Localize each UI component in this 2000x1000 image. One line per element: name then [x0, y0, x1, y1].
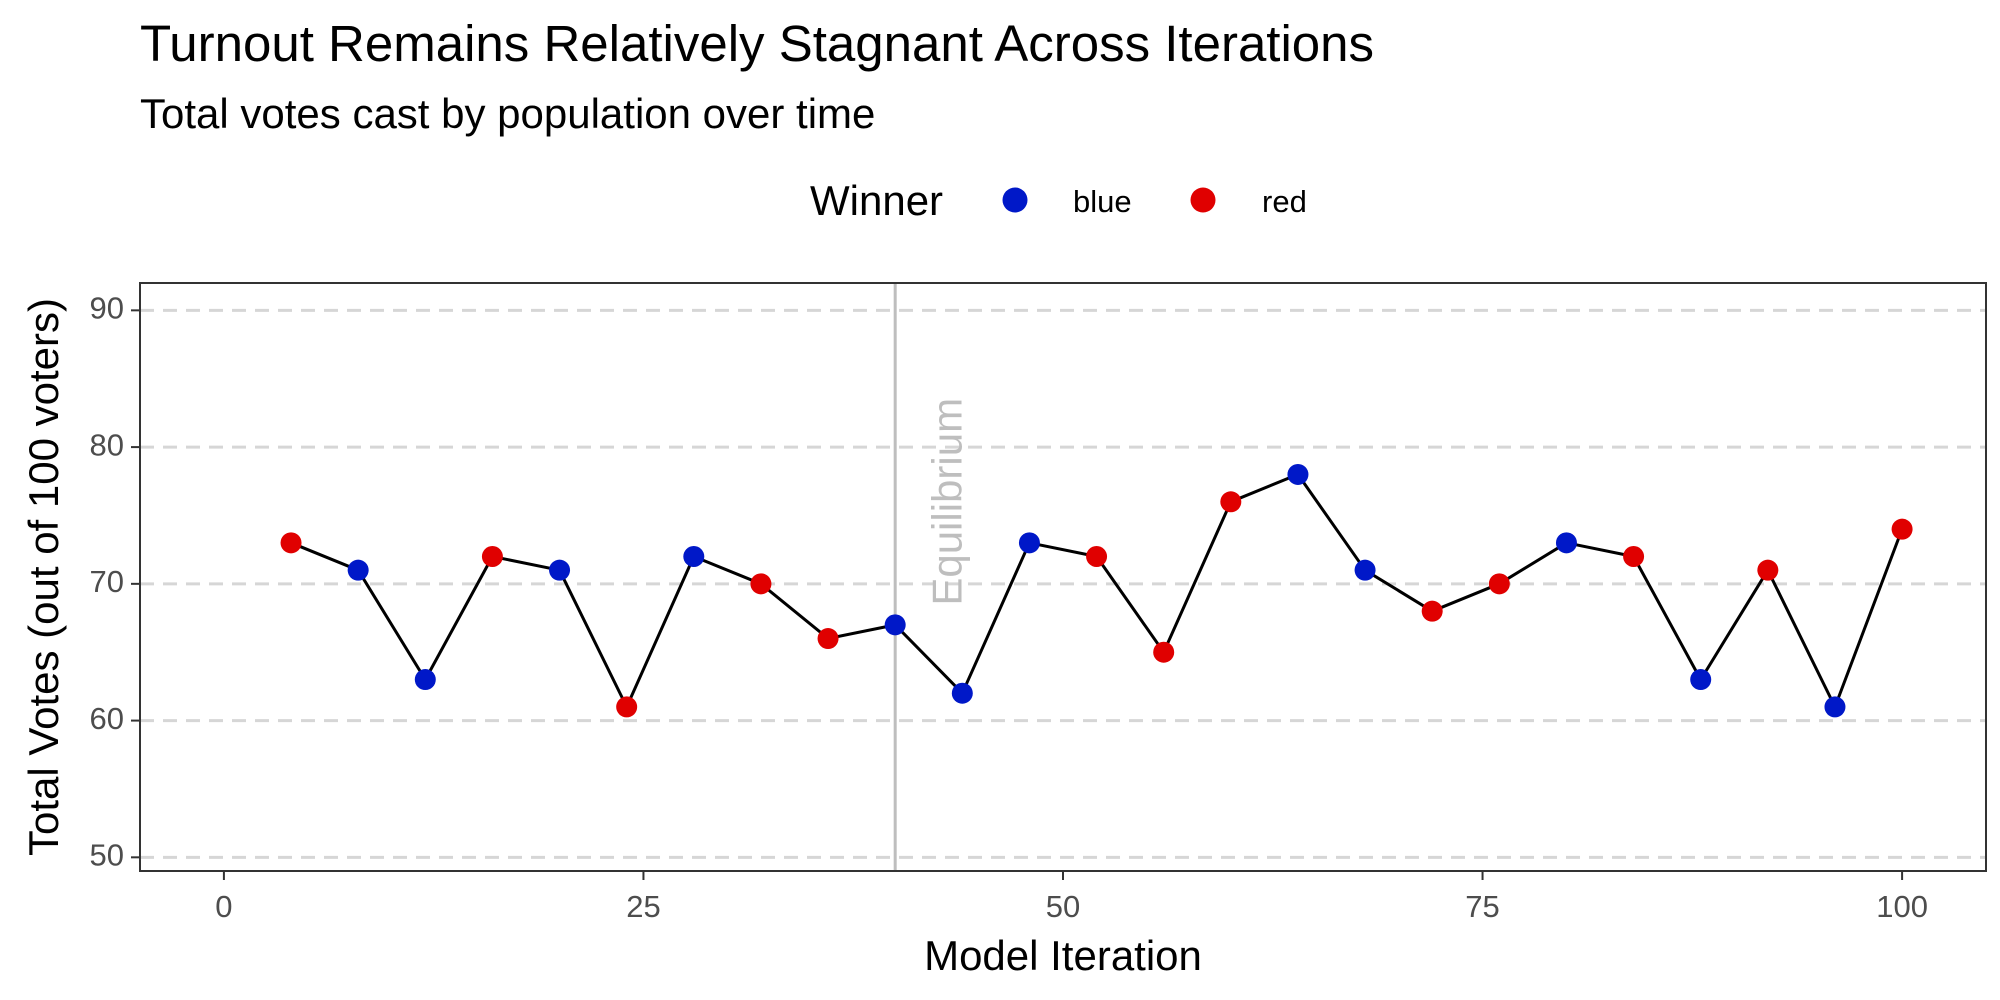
x-tick-label: 50 [1046, 889, 1080, 924]
chart-title: Turnout Remains Relatively Stagnant Acro… [140, 15, 1375, 72]
chart-subtitle: Total votes cast by population over time [140, 90, 876, 137]
data-point-red [1421, 600, 1443, 622]
data-point-blue [1690, 669, 1712, 691]
data-point-red [280, 532, 302, 554]
data-point-red [616, 696, 638, 718]
legend-label-red: red [1262, 184, 1307, 219]
data-point-blue [683, 545, 705, 567]
legend-title: Winner [810, 177, 943, 224]
series [290, 472, 1904, 709]
equilibrium-annotation: Equilibrium [893, 283, 970, 871]
data-point-red [1220, 491, 1242, 513]
data-point-blue [1555, 532, 1577, 554]
legend-key-red [1190, 187, 1216, 213]
legend-label-blue: blue [1073, 184, 1132, 219]
y-axis-title: Total Votes (out of 100 voters) [20, 298, 67, 856]
data-points [280, 463, 1913, 718]
data-point-blue [1354, 559, 1376, 581]
y-tick-label: 90 [90, 291, 124, 326]
data-point-blue [549, 559, 571, 581]
data-point-red [1488, 573, 1510, 595]
equilibrium-label: Equilibrium [923, 398, 970, 606]
y-axis: 50 60 70 80 90 [90, 291, 140, 873]
data-point-red [1153, 641, 1175, 663]
legend-key-blue [1002, 187, 1028, 213]
data-point-blue [1287, 463, 1309, 485]
y-tick-label: 60 [90, 701, 124, 736]
y-tick-label: 70 [90, 564, 124, 599]
data-point-red [481, 545, 503, 567]
panel-border [139, 282, 1987, 872]
data-point-blue [951, 682, 973, 704]
y-tick-label: 80 [90, 427, 124, 462]
series-line [290, 472, 1904, 709]
data-point-blue [1824, 696, 1846, 718]
data-point-blue [347, 559, 369, 581]
x-axis: 0 25 50 75 100 [215, 871, 1928, 924]
grid-lines [140, 308, 1986, 859]
x-tick-label: 0 [215, 889, 232, 924]
data-point-red [1891, 518, 1913, 540]
data-point-blue [1018, 532, 1040, 554]
x-tick-label: 75 [1465, 889, 1499, 924]
y-tick-label: 50 [90, 838, 124, 873]
axis-titles: Model Iteration Total Votes (out of 100 v… [20, 298, 1202, 979]
data-point-red [1086, 545, 1108, 567]
data-point-red [1623, 545, 1645, 567]
data-point-red [1757, 559, 1779, 581]
data-point-blue [884, 614, 906, 636]
data-point-red [750, 573, 772, 595]
x-tick-label: 100 [1876, 889, 1928, 924]
data-point-red [817, 628, 839, 650]
data-point-blue [414, 669, 436, 691]
x-tick-label: 25 [626, 889, 660, 924]
legend: Winner blue red [810, 177, 1307, 224]
x-axis-title: Model Iteration [924, 932, 1202, 979]
